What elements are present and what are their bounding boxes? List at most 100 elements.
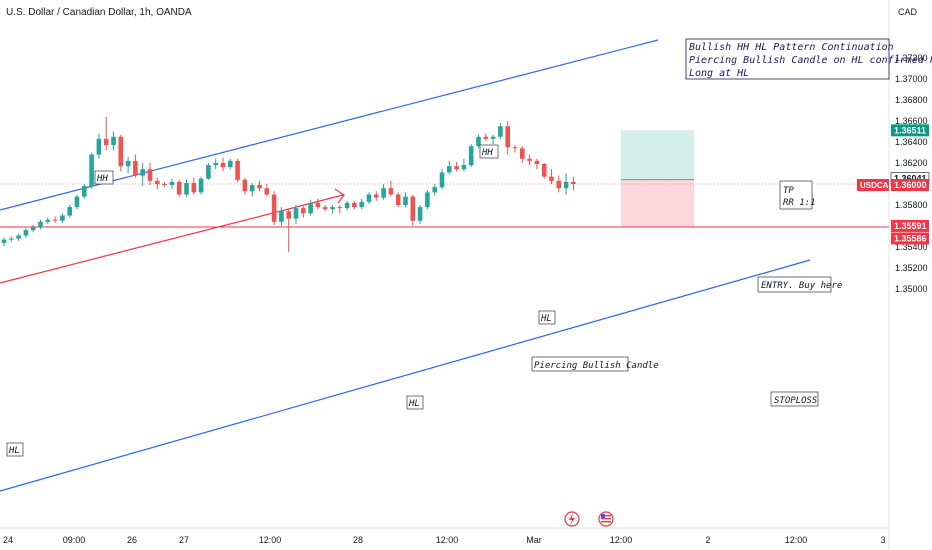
candle-up	[1, 239, 7, 243]
x-tick-label: 09:00	[63, 535, 86, 545]
tp-label[interactable]: TP RR 1:1	[779, 180, 816, 210]
hl-far-left-text: HL	[8, 446, 20, 456]
hh-right-text: HH	[481, 148, 493, 158]
hl-right-label[interactable]: HL	[538, 310, 556, 325]
x-tick-label: 27	[179, 535, 189, 545]
time-axis[interactable]: 24 09:00 26 27 12:00 28 12:00 Mar 12:00 2 12:00 3	[3, 535, 886, 545]
hl-mid-label[interactable]: HL	[406, 395, 424, 410]
candle-down	[220, 163, 226, 168]
candle-down	[454, 166, 459, 170]
stop-loss-zone[interactable]	[621, 179, 694, 227]
y-tick-label: 1.35200	[895, 263, 928, 273]
flag-stripe-3	[601, 521, 611, 523]
x-tick-label: 12:00	[610, 535, 633, 545]
candle-down	[235, 160, 240, 180]
candle-down	[322, 207, 328, 210]
flag-stripe-1	[601, 515, 611, 517]
candle-up	[228, 160, 233, 168]
candle-down	[520, 148, 525, 159]
candle-down	[556, 180, 562, 189]
candle-up	[82, 186, 87, 197]
x-tick-label: Mar	[526, 535, 542, 545]
candle-down	[271, 194, 277, 222]
price-axis[interactable]: 1.37200 1.37000 1.36800 1.36600 1.36400 1.362…	[895, 53, 928, 294]
y-tick-label: 1.36600	[895, 116, 928, 126]
tp-price-tag-bg	[891, 124, 929, 137]
candle-up	[111, 136, 116, 146]
hl-right-text: HL	[540, 314, 552, 324]
tp-price-tag: 1.36511	[891, 124, 929, 137]
candle-up	[169, 181, 175, 186]
lightning-event-icon[interactable]	[564, 511, 580, 527]
stop-b-tag-bg	[891, 232, 929, 245]
stop-b-tag-text: 1.35586	[894, 233, 927, 243]
stop-a-tag-text: 1.35591	[894, 221, 927, 231]
candle-up	[425, 192, 430, 208]
candle-up	[213, 163, 218, 166]
candle-down	[162, 184, 167, 186]
x-tick-label: 12:00	[785, 535, 808, 545]
candle-up	[330, 207, 335, 210]
candle-down	[410, 196, 416, 221]
stoploss-text: STOPLOSS	[774, 396, 818, 406]
hh-left-label[interactable]: HH	[94, 170, 114, 185]
flag-canton	[601, 514, 605, 518]
channel-lower-line[interactable]	[0, 259, 811, 492]
pattern-note-line1: Bullish HH HL Pattern Continuation	[689, 42, 894, 53]
stop-a-tag-bg	[891, 219, 929, 232]
candle-down	[527, 158, 532, 161]
hh-left-text: HH	[96, 174, 108, 184]
y-tick-label: 1.35000	[895, 284, 928, 294]
piercing-text: Piercing Bullish Candle	[534, 361, 659, 371]
entry-text: ENTRY. Buy here	[761, 281, 842, 291]
hh-right-label[interactable]: HH	[479, 144, 499, 159]
x-tick-label: 28	[353, 535, 363, 545]
us-flag-event-icon[interactable]	[598, 511, 614, 527]
x-tick-label: 26	[127, 535, 137, 545]
pattern-note-line2: Piercing Bullish Candle on HL confirmed …	[689, 55, 932, 66]
candle-up	[184, 182, 189, 195]
pattern-note[interactable]: Bullish HH HL Pattern Continuation Pierc…	[685, 38, 932, 80]
candles	[1, 116, 576, 253]
trend-arrow-line[interactable]	[0, 194, 344, 284]
symbol-title: U.S. Dollar / Canadian Dollar, 1h, OANDA	[6, 7, 192, 18]
candle-up	[344, 202, 350, 209]
candle-up	[366, 194, 372, 202]
candle-down	[534, 160, 540, 165]
candle-down	[191, 182, 197, 193]
hh-right-frame	[479, 144, 499, 159]
candle-down	[505, 126, 510, 148]
take-profit-zone[interactable]	[621, 130, 694, 180]
stoploss-label[interactable]: STOPLOSS	[770, 391, 819, 407]
hl-far-left-label[interactable]: HL	[6, 442, 24, 457]
current-price-tag-bg	[891, 179, 929, 191]
candle-up	[89, 154, 94, 187]
candle-up	[45, 219, 51, 222]
candle-up	[96, 138, 102, 155]
tp-frame	[779, 180, 813, 210]
candle-down	[374, 194, 379, 198]
candle-up	[417, 207, 423, 221]
trend-arrow-head	[334, 188, 345, 204]
piercing-label[interactable]: Piercing Bullish Candle	[531, 356, 659, 372]
tp-price-tag-text: 1.36511	[894, 125, 926, 135]
pattern-note-frame	[685, 38, 890, 80]
x-tick-label: 12:00	[259, 535, 282, 545]
x-tick-label: 24	[3, 535, 13, 545]
current-price-tag-text: 1.36000	[894, 180, 927, 190]
candle-up	[206, 165, 211, 179]
y-tick-label: 1.36800	[895, 95, 928, 105]
candle-up	[432, 187, 437, 193]
candle-down	[549, 176, 554, 181]
candle-up	[293, 208, 299, 219]
candle-down	[388, 188, 394, 195]
candle-up	[74, 196, 80, 208]
candle-up	[23, 230, 29, 236]
entry-label[interactable]: ENTRY. Buy here	[757, 276, 842, 293]
hl-far-left-frame	[6, 442, 24, 457]
hh-left-frame	[94, 170, 114, 185]
candle-up	[140, 169, 145, 176]
stop-b-price-tag: 1.35586	[891, 232, 929, 245]
candle-up	[67, 207, 72, 216]
